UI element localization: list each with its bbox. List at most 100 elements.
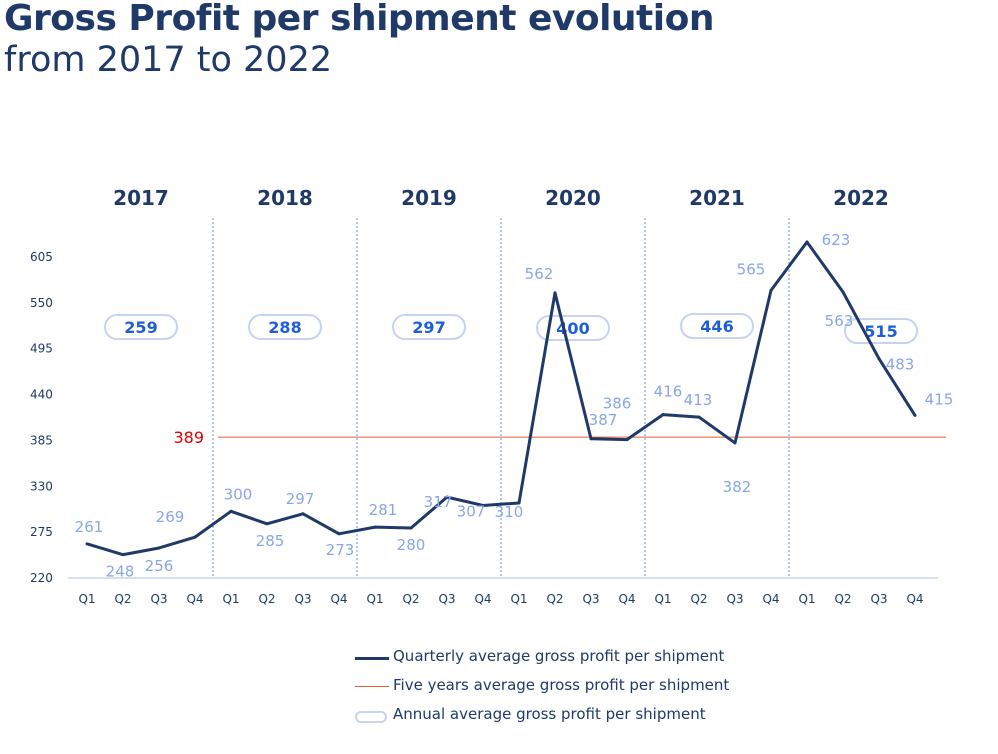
x-tick-label: Q3 <box>870 592 887 606</box>
data-label: 307 <box>457 502 486 520</box>
data-label: 300 <box>224 485 253 503</box>
data-label: 386 <box>603 395 632 413</box>
series-line <box>86 240 917 557</box>
data-point <box>517 501 521 505</box>
data-point <box>589 437 593 441</box>
y-tick-label: 550 <box>30 296 53 310</box>
x-tick-label: Q3 <box>726 592 743 606</box>
x-tick-label: Q2 <box>834 592 851 606</box>
reference-line-label: 389 <box>173 428 204 447</box>
x-tick-label: Q2 <box>546 592 563 606</box>
annual-average-label: 259 <box>124 318 157 337</box>
data-point <box>373 525 377 529</box>
annual-average-pill <box>680 313 754 339</box>
x-tick-label: Q4 <box>906 592 923 606</box>
annual-average-label: 446 <box>700 317 733 336</box>
chart-title: Gross Profit per shipment evolution <box>4 0 714 39</box>
data-point <box>229 509 233 513</box>
annual-average-pill <box>104 314 178 340</box>
x-tick-label: Q2 <box>690 592 707 606</box>
y-tick-label: 220 <box>30 571 53 585</box>
y-tick-label: 495 <box>30 342 53 356</box>
data-point <box>661 413 665 417</box>
x-tick-label: Q1 <box>654 592 671 606</box>
year-label: 2020 <box>545 186 601 210</box>
x-tick-label: Q4 <box>762 592 779 606</box>
data-label: 261 <box>75 518 104 536</box>
data-label: 297 <box>286 490 315 508</box>
data-label: 310 <box>495 503 524 521</box>
y-tick-label: 385 <box>30 433 53 447</box>
legend-label-quarterly: Quarterly average gross profit per shipm… <box>393 647 725 665</box>
x-tick-label: Q3 <box>150 592 167 606</box>
line-chart: 220 275 330 385 440 495 550 605 Q1 Q2 Q3 Q4 Q1 Q2 Q3 Q4… <box>30 186 954 606</box>
annual-average-pill <box>844 318 918 344</box>
legend-pill-swatch <box>355 711 387 723</box>
data-point <box>733 441 737 445</box>
data-label: 415 <box>925 390 954 408</box>
legend-label-five-year: Five years average gross profit per ship… <box>393 676 730 694</box>
y-tick-label: 605 <box>30 250 53 264</box>
data-label: 280 <box>397 536 426 554</box>
data-label: 416 <box>654 383 683 401</box>
data-point <box>193 535 197 539</box>
data-point <box>877 357 881 361</box>
data-label: 317 <box>424 493 453 511</box>
y-tick-label: 330 <box>30 479 53 493</box>
data-point <box>805 240 809 244</box>
annual-average-label: 515 <box>864 322 897 341</box>
data-point <box>445 495 449 499</box>
data-label: 562 <box>525 265 554 283</box>
data-label: 623 <box>822 231 851 249</box>
legend-line-swatch <box>355 657 389 660</box>
data-point <box>913 413 917 417</box>
legend-label-annual: Annual average gross profit per shipment <box>393 705 706 723</box>
data-point <box>553 291 557 295</box>
data-point <box>301 512 305 516</box>
data-label: 483 <box>886 356 915 374</box>
chart-subtitle: from 2017 to 2022 <box>4 40 333 80</box>
data-point <box>409 526 413 530</box>
x-tick-label: Q4 <box>186 592 203 606</box>
data-label: 248 <box>106 563 135 581</box>
data-point <box>121 553 125 557</box>
x-tick-label: Q2 <box>402 592 419 606</box>
x-tick-label: Q1 <box>510 592 527 606</box>
data-point <box>337 532 341 536</box>
data-label: 413 <box>684 391 713 409</box>
data-point <box>481 503 485 507</box>
data-point <box>769 288 773 292</box>
x-tick-label: Q1 <box>366 592 383 606</box>
data-label: 269 <box>156 508 185 526</box>
data-label: 382 <box>723 478 752 496</box>
x-tick-label: Q2 <box>258 592 275 606</box>
data-label: 285 <box>256 532 285 550</box>
x-tick-label: Q3 <box>582 592 599 606</box>
data-point <box>85 542 89 546</box>
data-label: 563 <box>825 312 854 330</box>
y-tick-label: 440 <box>30 388 53 402</box>
year-label: 2018 <box>257 186 313 210</box>
year-label: 2017 <box>113 186 169 210</box>
annual-average-label: 288 <box>268 318 301 337</box>
y-tick-label: 275 <box>30 525 53 539</box>
x-tick-label: Q3 <box>438 592 455 606</box>
annual-average-pill <box>248 314 322 340</box>
x-tick-label: Q1 <box>78 592 95 606</box>
data-label: 281 <box>369 501 398 519</box>
data-label: 387 <box>589 411 618 429</box>
x-tick-label: Q4 <box>618 592 635 606</box>
data-point <box>625 438 629 442</box>
x-tick-label: Q1 <box>798 592 815 606</box>
data-label: 273 <box>326 541 355 559</box>
year-label: 2019 <box>401 186 457 210</box>
x-tick-label: Q1 <box>222 592 239 606</box>
data-point <box>841 290 845 294</box>
data-point <box>265 522 269 526</box>
x-tick-label: Q4 <box>330 592 347 606</box>
annual-average-pill <box>536 315 610 341</box>
data-point <box>697 415 701 419</box>
year-label: 2021 <box>689 186 745 210</box>
x-tick-label: Q2 <box>114 592 131 606</box>
annual-average-pill <box>392 314 466 340</box>
